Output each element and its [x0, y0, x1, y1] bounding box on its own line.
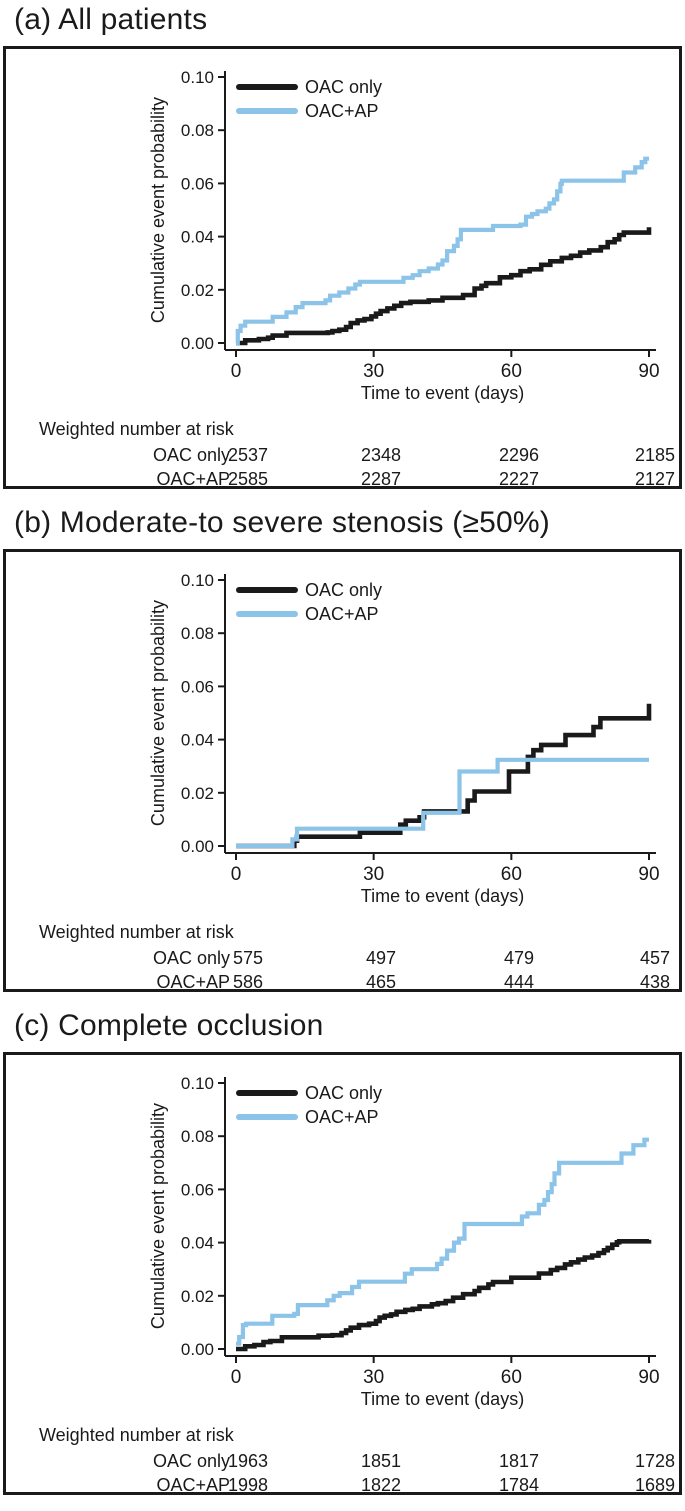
risk-value: 2348	[361, 445, 401, 465]
x-tick-label: 0	[231, 864, 242, 885]
risk-value: 1728	[635, 1451, 675, 1471]
y-tick-label: 0.04	[181, 228, 214, 247]
x-tick-label: 30	[363, 1367, 384, 1388]
y-tick-label: 0.06	[181, 174, 214, 193]
risk-value: 2185	[635, 445, 675, 465]
figure-km-panels: (a) All patients 0.00 0.02 0.04 0.06 0.08 0.1…	[0, 3, 685, 1495]
risk-value: 2287	[361, 469, 401, 486]
risk-row-label: OAC only	[153, 445, 230, 465]
legend-label-oac-ap: OAC+AP	[305, 604, 379, 624]
risk-value: 457	[640, 948, 670, 968]
risk-table-title: Weighted number at risk	[39, 922, 235, 942]
legend-label-oac-only: OAC only	[305, 580, 382, 600]
panel-c: (c) Complete occlusion 0.00 0.02 0.04 0.06 0…	[0, 1009, 685, 1495]
risk-value: 444	[504, 972, 534, 989]
risk-value: 497	[366, 948, 396, 968]
risk-value: 2227	[499, 469, 539, 486]
y-tick-label: 0.00	[181, 334, 214, 353]
risk-table-title: Weighted number at risk	[39, 419, 235, 439]
risk-row-label: OAC+AP	[156, 1475, 230, 1492]
risk-value: 1851	[361, 1451, 401, 1471]
risk-value: 2127	[635, 469, 675, 486]
x-tick-label: 90	[638, 361, 659, 382]
risk-row-label: OAC only	[153, 948, 230, 968]
legend-label-oac-only: OAC only	[305, 77, 382, 97]
panel-title: (a) All patients	[14, 3, 208, 36]
risk-value: 479	[504, 948, 534, 968]
y-tick-label: 0.00	[181, 837, 214, 856]
y-axis-label: Cumulative event probability	[148, 600, 168, 826]
risk-table-title: Weighted number at risk	[39, 1425, 235, 1445]
x-tick-label: 90	[638, 864, 659, 885]
x-axis-label: Time to event (days)	[361, 383, 524, 403]
risk-value: 2585	[228, 469, 268, 486]
y-tick-label: 0.06	[181, 1180, 214, 1199]
risk-value: 586	[233, 972, 263, 989]
risk-value: 1689	[635, 1475, 675, 1492]
series-line-oac-only	[236, 1239, 652, 1352]
risk-value: 575	[233, 948, 263, 968]
panel-b: (b) Moderate-to severe stenosis (≥50%) 0…	[0, 506, 685, 992]
risk-value: 1963	[228, 1451, 268, 1471]
y-tick-label: 0.10	[181, 1074, 214, 1093]
x-tick-label: 60	[501, 361, 522, 382]
x-tick-label: 30	[363, 361, 384, 382]
panel-title: (c) Complete occlusion	[14, 1009, 324, 1042]
km-plot: 0.00 0.02 0.04 0.06 0.08 0.10 0 30 60 90 Cumulativ…	[39, 571, 670, 989]
risk-value: 438	[640, 972, 670, 989]
series-line-oac-only	[236, 227, 652, 346]
series-line-oac-only	[236, 703, 652, 849]
panel-frame: 0.00 0.02 0.04 0.06 0.08 0.10 0 30 60 90 Cumulativ…	[3, 1052, 682, 1495]
risk-value: 2537	[228, 445, 268, 465]
x-tick-label: 0	[231, 361, 242, 382]
panel-frame: 0.00 0.02 0.04 0.06 0.08 0.10 0 30 60 90 Cumulativ…	[3, 46, 682, 489]
x-tick-label: 0	[231, 1367, 242, 1388]
risk-row-label: OAC only	[153, 1451, 230, 1471]
panel-frame: 0.00 0.02 0.04 0.06 0.08 0.10 0 30 60 90 Cumulativ…	[3, 549, 682, 992]
km-plot: 0.00 0.02 0.04 0.06 0.08 0.10 0 30 60 90 Cumulativ…	[39, 68, 675, 486]
y-tick-label: 0.00	[181, 1340, 214, 1359]
x-axis-label: Time to event (days)	[361, 1389, 524, 1409]
legend-label-oac-only: OAC only	[305, 1083, 382, 1103]
y-tick-label: 0.08	[181, 121, 214, 140]
y-tick-label: 0.10	[181, 571, 214, 590]
x-tick-label: 60	[501, 864, 522, 885]
series-line-oac-ap	[236, 757, 649, 849]
legend-label-oac-ap: OAC+AP	[305, 1107, 379, 1127]
risk-value: 465	[366, 972, 396, 989]
km-plot: 0.00 0.02 0.04 0.06 0.08 0.10 0 30 60 90 Cumulativ…	[39, 1074, 675, 1492]
risk-value: 1822	[361, 1475, 401, 1492]
y-tick-label: 0.08	[181, 624, 214, 643]
y-tick-label: 0.08	[181, 1127, 214, 1146]
y-tick-label: 0.04	[181, 1234, 214, 1253]
risk-value: 1784	[499, 1475, 539, 1492]
y-axis-label: Cumulative event probability	[148, 1103, 168, 1329]
y-axis-label: Cumulative event probability	[148, 97, 168, 323]
y-tick-label: 0.10	[181, 68, 214, 87]
y-tick-label: 0.06	[181, 677, 214, 696]
x-axis-label: Time to event (days)	[361, 886, 524, 906]
x-tick-label: 30	[363, 864, 384, 885]
risk-value: 1998	[228, 1475, 268, 1492]
risk-row-label: OAC+AP	[156, 972, 230, 989]
y-tick-label: 0.02	[181, 281, 214, 300]
x-tick-label: 90	[638, 1367, 659, 1388]
y-tick-label: 0.02	[181, 1287, 214, 1306]
panel-title: (b) Moderate-to severe stenosis (≥50%)	[14, 506, 550, 539]
series-line-oac-ap	[236, 1137, 649, 1346]
risk-row-label: OAC+AP	[156, 469, 230, 486]
risk-value: 2296	[499, 445, 539, 465]
series-line-oac-ap	[235, 156, 649, 346]
x-tick-label: 60	[501, 1367, 522, 1388]
y-tick-label: 0.02	[181, 784, 214, 803]
legend-label-oac-ap: OAC+AP	[305, 101, 379, 121]
y-tick-label: 0.04	[181, 731, 214, 750]
panel-a: (a) All patients 0.00 0.02 0.04 0.06 0.08 0.1…	[0, 3, 685, 489]
risk-value: 1817	[499, 1451, 539, 1471]
